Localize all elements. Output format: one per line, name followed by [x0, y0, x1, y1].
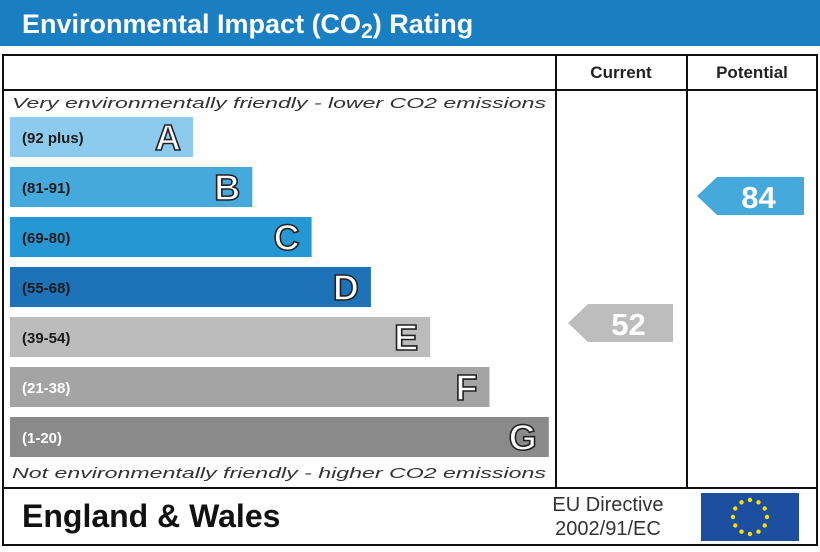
band-e: (39-54) E — [10, 316, 431, 359]
band-bar — [10, 317, 431, 357]
eu-star — [764, 514, 770, 520]
band-letter: A — [155, 117, 181, 158]
region-label: England & Wales — [22, 498, 280, 534]
eu-star — [739, 500, 744, 505]
title-bar — [0, 0, 820, 46]
current-rating-arrow: 52 — [568, 304, 673, 342]
band-bar — [10, 417, 549, 457]
band-range: (81-91) — [22, 180, 70, 197]
band-f: (21-38) F — [10, 366, 490, 409]
band-range: (55-68) — [22, 280, 70, 297]
eu-star — [756, 500, 761, 505]
eu-star — [739, 529, 744, 534]
band-letter: B — [214, 167, 240, 208]
eu-star — [733, 523, 738, 528]
eu-star — [756, 529, 761, 534]
column-header-current: Current — [590, 63, 652, 82]
band-bar — [10, 217, 312, 257]
band-bar — [10, 167, 253, 207]
band-range: (1-20) — [22, 430, 62, 447]
table-frame — [2, 54, 818, 546]
eu-star — [762, 523, 767, 528]
band-b: (81-91) B — [10, 166, 253, 209]
band-letter: D — [333, 267, 359, 308]
eu-star — [733, 506, 738, 511]
band-d: (55-68) D — [10, 266, 371, 309]
band-bar — [10, 267, 371, 307]
eu-star — [747, 497, 753, 503]
chart-title: Environmental Impact (CO2) Rating — [22, 9, 473, 43]
directive-line2: 2002/91/EC — [555, 518, 661, 540]
band-letter: F — [456, 367, 478, 408]
band-g: (1-20) G — [10, 416, 549, 459]
band-a: (92 plus) A — [10, 116, 193, 159]
band-range: (69-80) — [22, 230, 70, 247]
rating-value: 84 — [741, 180, 776, 215]
eu-star — [762, 506, 767, 511]
top-note: Very environmentally friendly - lower CO… — [12, 96, 546, 112]
band-letter: G — [509, 417, 537, 458]
band-range: (21-38) — [22, 380, 70, 397]
directive-line1: EU Directive — [552, 494, 663, 516]
band-letter: E — [394, 317, 418, 358]
band-bar — [10, 117, 193, 157]
eu-flag-icon — [701, 493, 799, 541]
eu-star — [747, 531, 753, 537]
band-range: (92 plus) — [22, 130, 84, 147]
band-letter: C — [274, 217, 300, 258]
potential-rating-arrow: 84 — [697, 177, 804, 215]
band-c: (69-80) C — [10, 216, 312, 259]
band-bar — [10, 367, 490, 407]
eu-star — [730, 514, 736, 520]
rating-value: 52 — [611, 307, 645, 342]
bottom-note: Not environmentally friendly - higher CO… — [12, 466, 546, 482]
band-range: (39-54) — [22, 330, 70, 347]
column-header-potential: Potential — [716, 63, 788, 82]
